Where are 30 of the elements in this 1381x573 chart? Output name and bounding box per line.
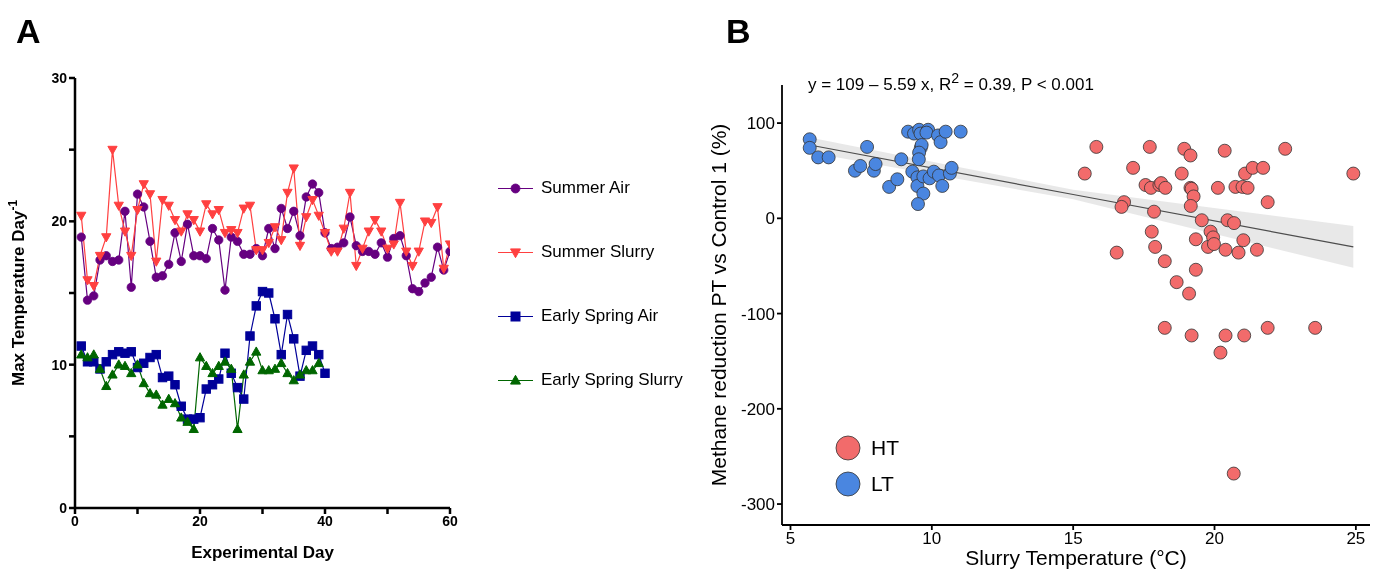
legend-label: Early Spring Slurry (541, 370, 683, 390)
y-tick-label: -200 (740, 399, 775, 419)
annotation: y = 109 – 5.59 x, R$^{2}$ = 0.39, P < 0.001 (808, 70, 1094, 94)
y-axis-title: Methane reduction PT vs Control 1 (%) (707, 123, 730, 487)
legend-label: LT (871, 472, 894, 496)
x-tick-label: 60 (442, 512, 458, 529)
x-axis-title: Experimental Day (191, 543, 335, 562)
chart-title: A (16, 12, 41, 50)
x-tick-label: 15 (1063, 529, 1083, 549)
x-tick-label: 25 (1346, 529, 1366, 549)
legend-label: Summer Air (541, 178, 630, 198)
x-tick-label: 0 (71, 512, 80, 529)
chart-title: B (726, 12, 751, 50)
x-tick-label: 5 (785, 529, 796, 549)
x-tick-label: 20 (192, 512, 208, 529)
legend-label: Summer Slurry (541, 242, 655, 262)
x-axis-title: Slurry Temperature (°C) (965, 546, 1187, 569)
y-tick-label: 100 (746, 114, 775, 134)
x-tick-label: 40 (317, 512, 333, 529)
legend-label: HT (871, 436, 899, 460)
y-tick-label: -300 (740, 495, 775, 515)
x-tick-label: 10 (922, 529, 942, 549)
y-tick-label: 20 (51, 213, 68, 230)
y-tick-label: 0 (59, 499, 68, 516)
y-tick-label: 10 (51, 356, 68, 373)
x-tick-label: 20 (1205, 529, 1224, 549)
y-tick-label: 30 (51, 69, 68, 86)
y-tick-label: -100 (740, 304, 775, 324)
y-tick-label: 0 (765, 209, 775, 229)
legend-label: Early Spring Air (541, 306, 659, 326)
